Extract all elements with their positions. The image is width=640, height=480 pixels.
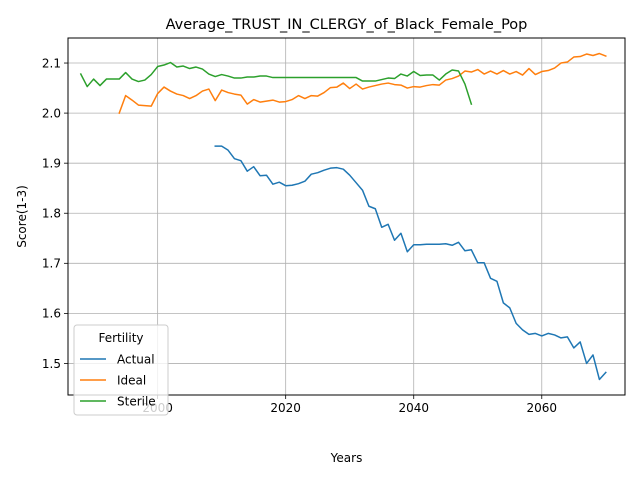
legend-label-sterile: Sterile <box>117 394 156 408</box>
legend-label-actual: Actual <box>117 352 155 366</box>
y-tick-label: 1.7 <box>42 257 61 271</box>
y-tick-label: 2.0 <box>42 106 61 120</box>
legend-box <box>73 324 169 416</box>
series-line-actual <box>214 145 607 381</box>
plot-frame <box>67 37 626 396</box>
series-line-sterile <box>79 61 473 106</box>
y-tick-label: 2.1 <box>42 56 61 70</box>
y-tick-label: 1.5 <box>42 357 61 371</box>
x-tick-label: 2060 <box>526 401 557 415</box>
y-tick-label: 1.8 <box>42 207 61 221</box>
grid <box>68 38 625 395</box>
x-tick-label: 2040 <box>398 401 429 415</box>
y-tick-label: 1.9 <box>42 156 61 170</box>
y-axis-label: Score(1-3) <box>15 185 29 248</box>
x-axis-label: Years <box>330 451 363 465</box>
series-lines <box>79 52 607 381</box>
series-line-ideal <box>118 52 607 115</box>
y-axis: 1.5 1.6 1.7 1.8 1.9 2.0 2.1 <box>42 56 68 371</box>
legend-label-ideal: Ideal <box>117 373 146 387</box>
chart-title: Average_TRUST_IN_CLERGY_of_Black_Female_… <box>166 17 528 33</box>
y-tick-label: 1.6 <box>42 307 61 321</box>
legend-title: Fertility <box>98 331 143 345</box>
legend: Fertility Actual Ideal Sterile <box>73 324 169 416</box>
x-tick-label: 2020 <box>270 401 301 415</box>
